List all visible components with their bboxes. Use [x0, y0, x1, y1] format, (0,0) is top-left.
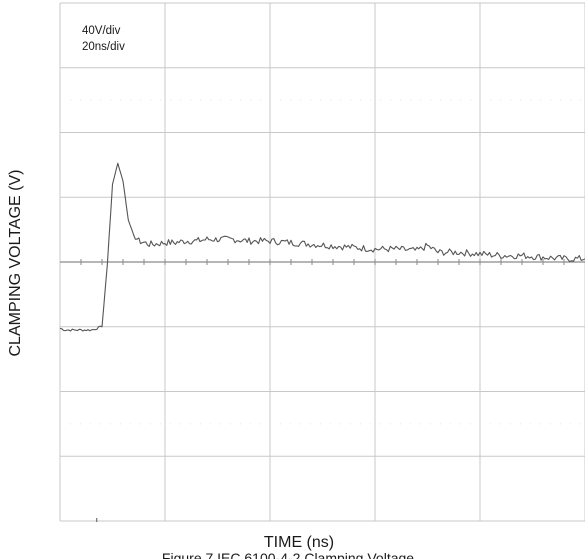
figure-caption: Figure 7 IEC 6100-4-2 Clamping Voltage [162, 550, 414, 559]
grid [59, 2, 585, 522]
x-axis-title: TIME (ns) [264, 534, 334, 551]
horizontal-scale-label: 20ns/div [82, 41, 125, 53]
y-axis-title: CLAMPING VOLTAGE (V) [7, 170, 24, 357]
center-axis-ticks [80, 259, 565, 522]
vertical-scale-label: 40V/div [82, 25, 121, 37]
voltage-trace [59, 162, 585, 332]
